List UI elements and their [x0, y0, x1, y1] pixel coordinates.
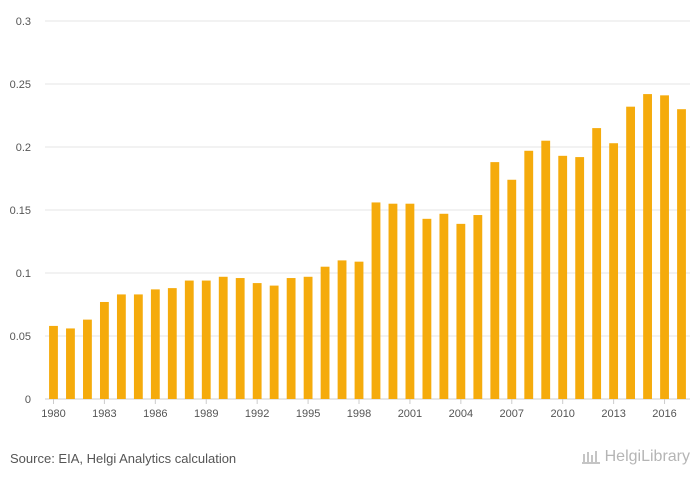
x-tick-label: 1983 — [92, 408, 116, 420]
bars — [49, 94, 686, 400]
bar-1982[interactable] — [83, 319, 92, 399]
bar-1997[interactable] — [337, 260, 347, 399]
x-tick-label: 2004 — [449, 408, 473, 420]
source-note: Source: EIA, Helgi Analytics calculation — [10, 451, 237, 466]
x-tick-label: 2001 — [398, 408, 422, 420]
bar-1986[interactable] — [150, 289, 160, 399]
bar-2012[interactable] — [592, 128, 602, 399]
bar-1992[interactable] — [252, 283, 262, 399]
x-tick-label: 2007 — [500, 408, 524, 420]
y-tick-label: 0.05 — [10, 331, 31, 343]
x-axis: 1980 1983 1986 1989 1992 1995 1998 2001 2004 2007… — [41, 399, 677, 420]
bar-1991[interactable] — [235, 278, 245, 399]
y-tick-label: 0.1 — [16, 268, 31, 280]
bar-2013[interactable] — [609, 143, 619, 399]
bar-2011[interactable] — [575, 157, 585, 399]
x-tick-label: 1998 — [347, 408, 371, 420]
bar-1999[interactable] — [371, 202, 381, 399]
y-axis: 0 0.05 0.1 0.15 0.2 0.25 0.3 — [10, 16, 31, 406]
bar-1989[interactable] — [201, 280, 211, 399]
library-icon — [581, 451, 600, 464]
y-tick-label: 0.2 — [16, 142, 31, 154]
brand-logo[interactable]: HelgiLibrary — [581, 448, 690, 466]
bar-1980[interactable] — [49, 325, 58, 399]
x-tick-label: 1995 — [296, 408, 320, 420]
bar-2003[interactable] — [439, 213, 449, 399]
bar-1985[interactable] — [133, 294, 143, 399]
bar-chart: 00.050.10.150.20.250.3 1980 1983 1986 1989 1… — [10, 16, 690, 420]
bar-1998[interactable] — [354, 261, 364, 399]
bar-2016[interactable] — [660, 95, 669, 399]
x-tick-label: 2010 — [550, 408, 574, 420]
y-tick-label: 0.15 — [10, 205, 31, 217]
bar-2009[interactable] — [541, 140, 551, 399]
bar-2004[interactable] — [456, 223, 466, 399]
bar-2006[interactable] — [490, 162, 500, 399]
bar-1983[interactable] — [99, 301, 109, 399]
bar-2015[interactable] — [643, 94, 652, 399]
bar-2014[interactable] — [626, 106, 636, 400]
x-tick-label: 2013 — [601, 408, 625, 420]
brand-name: HelgiLibrary — [604, 448, 690, 465]
x-tick-label: 1980 — [41, 408, 65, 420]
bar-2007[interactable] — [507, 179, 517, 399]
bar-2001[interactable] — [405, 203, 415, 399]
bar-1990[interactable] — [218, 276, 228, 399]
bar-2017[interactable] — [677, 109, 686, 399]
y-tick-label: 0.25 — [10, 79, 31, 91]
x-tick-label: 1986 — [143, 408, 167, 420]
bar-1993[interactable] — [269, 285, 279, 399]
bar-1987[interactable] — [167, 288, 177, 399]
bar-2002[interactable] — [422, 218, 432, 399]
bar-2000[interactable] — [388, 203, 398, 399]
bar-2005[interactable] — [473, 215, 483, 399]
bar-1981[interactable] — [66, 328, 75, 399]
x-tick-label: 2016 — [652, 408, 676, 420]
x-tick-label: 1989 — [194, 408, 218, 420]
bar-2008[interactable] — [524, 150, 534, 399]
y-tick-label: 0.3 — [16, 16, 31, 28]
bar-2010[interactable] — [558, 155, 568, 399]
bar-1984[interactable] — [116, 294, 126, 399]
bar-1988[interactable] — [184, 280, 194, 399]
bar-1996[interactable] — [320, 266, 330, 399]
bar-1994[interactable] — [286, 278, 296, 399]
bar-1995[interactable] — [303, 276, 313, 399]
x-tick-label: 1992 — [245, 408, 269, 420]
y-tick-label: 0 — [25, 394, 31, 406]
